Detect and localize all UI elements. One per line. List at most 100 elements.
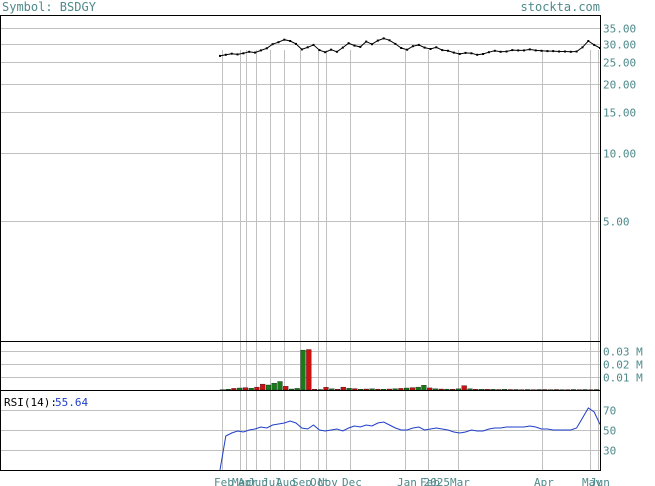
volume-bar (265, 384, 272, 391)
volume-bar (525, 389, 531, 391)
volume-bar (438, 388, 444, 391)
volume-bar (311, 389, 318, 391)
price-point (563, 50, 566, 53)
price-point (400, 47, 403, 49)
volume-bar (542, 389, 548, 391)
price-point (593, 43, 596, 46)
x-tick-label: Jun (248, 476, 268, 486)
volume-tick-label: 0.03 M (603, 346, 643, 359)
volume-bar (335, 389, 341, 391)
price-point (528, 48, 531, 51)
x-tick-label: Feb (214, 476, 234, 486)
price-point (347, 42, 350, 45)
x-tick-label: Nov (318, 476, 338, 486)
price-point (318, 49, 321, 52)
volume-bar (473, 389, 479, 391)
symbol-label: Symbol: BSDGY (2, 0, 96, 14)
price-point (423, 46, 426, 49)
volume-bar (553, 389, 559, 391)
x-tick-label: Aug (276, 476, 296, 486)
volume-bar (317, 389, 323, 391)
rsi-tick-label: 30 (603, 445, 616, 458)
price-point (295, 42, 297, 45)
price-point (499, 50, 502, 53)
price-tick-label: 10.00 (603, 148, 636, 161)
x-tick-label: Feb (420, 476, 440, 486)
price-point (382, 37, 385, 40)
volume-bar (455, 388, 462, 391)
price-point (441, 49, 444, 52)
price-point (283, 38, 286, 41)
price-point (534, 49, 537, 52)
rsi-line (219, 407, 601, 471)
price-point (458, 53, 461, 55)
price-point (429, 48, 432, 50)
volume-bar (490, 389, 496, 391)
price-point (259, 49, 262, 52)
volume-bar (478, 389, 485, 391)
price-point (523, 49, 525, 52)
volume-bar (271, 383, 277, 391)
x-tick-label: Oct (310, 476, 330, 486)
volume-bar (231, 388, 237, 391)
price-point (388, 39, 391, 42)
volume-bar (277, 381, 283, 391)
price-tick-label: 35.00 (603, 23, 636, 36)
volume-bar (306, 349, 312, 391)
volume-bar (571, 389, 577, 391)
volume-bar (444, 388, 450, 391)
price-tick-label: 25.00 (603, 57, 636, 70)
price-point (312, 43, 315, 46)
x-tick-label: Dec (342, 476, 362, 486)
price-point (517, 49, 520, 52)
price-point (546, 50, 549, 53)
price-series (219, 37, 601, 57)
price-point (265, 47, 268, 50)
x-tick-label: Apr (238, 476, 258, 486)
volume-bar (398, 388, 404, 391)
volume-bar (530, 389, 536, 391)
volume-bar (404, 387, 410, 391)
price-point (540, 49, 543, 52)
volume-bar (496, 389, 502, 391)
x-tick-label: Jul (262, 476, 282, 486)
volume-bar (507, 389, 513, 391)
volume-bar (594, 389, 600, 391)
price-tick-label: 30.00 (603, 39, 636, 52)
volume-bar (467, 388, 473, 391)
volume-bar (392, 388, 398, 391)
volume-bar (352, 388, 358, 391)
volume-bar (427, 387, 433, 391)
price-point (341, 46, 344, 49)
price-point (406, 48, 409, 51)
brand-label: stockta.com (520, 0, 600, 14)
volume-bar (248, 388, 254, 391)
price-point (464, 51, 467, 54)
volume-bar (225, 389, 231, 391)
volume-bar (254, 386, 260, 391)
x-tick-label: May (582, 476, 602, 486)
volume-bars (219, 349, 600, 391)
price-point (558, 50, 561, 53)
price-point (487, 51, 490, 54)
x-tick-label: Jun (590, 476, 610, 486)
price-point (569, 50, 572, 53)
volume-bar (288, 388, 295, 391)
volume-bar (461, 385, 467, 391)
volume-bar (346, 388, 352, 391)
rsi-value: 55.64 (55, 396, 88, 409)
price-point (394, 42, 397, 45)
x-tick-label: Jan 2025 (397, 476, 450, 486)
volume-bar (484, 389, 490, 391)
price-point (330, 48, 333, 51)
volume-bar (386, 388, 392, 391)
volume-bar (358, 389, 364, 391)
volume-bar (242, 387, 248, 391)
rsi-series (219, 407, 601, 471)
price-point (271, 43, 274, 46)
x-tick-label: Mar (450, 476, 470, 486)
price-point (248, 50, 251, 53)
price-point (376, 39, 379, 42)
price-point (371, 43, 373, 46)
